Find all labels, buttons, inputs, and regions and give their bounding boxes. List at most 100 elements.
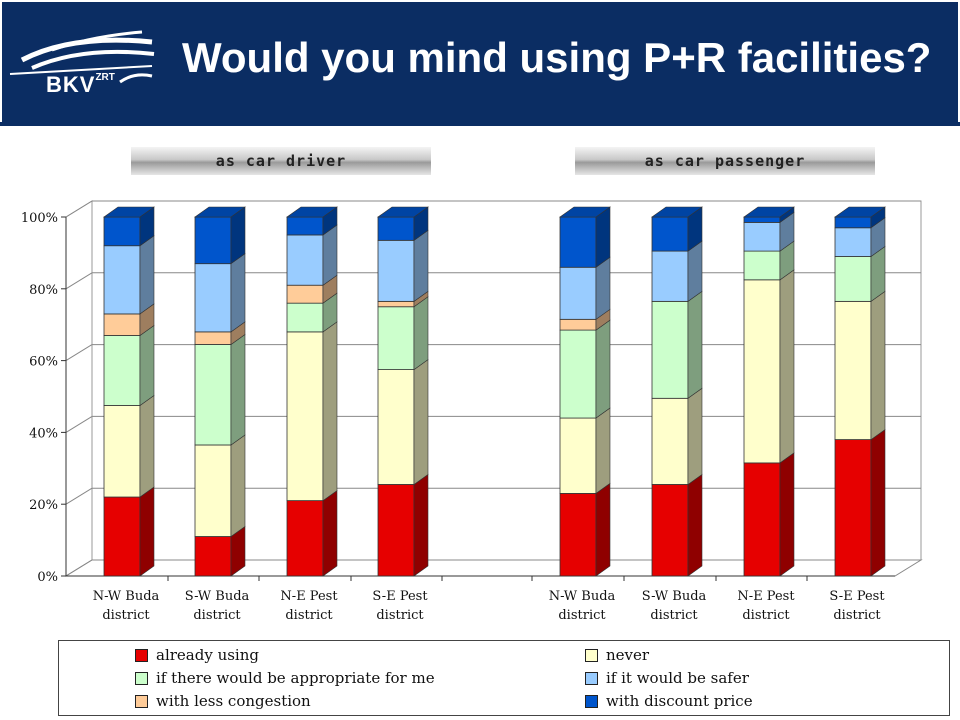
bar-side-never [779, 269, 795, 464]
bar-segment-with-discount-price [559, 216, 597, 268]
x-tick-label: S-E Pest [372, 589, 428, 604]
legend-item: if there would be appropriate for me [135, 669, 435, 687]
bar-segment-with-less-congestion [559, 318, 597, 331]
header: BKVZRT Would you mind using P+R faciliti… [0, 0, 960, 126]
bar-side-if-there-would-be-appropriate-for-me [687, 290, 703, 399]
legend-swatch [585, 694, 598, 708]
bar-side-if-it-would-be-safer [139, 235, 155, 315]
x-tick-label: S-W Buda [642, 589, 707, 604]
bkv-logo-icon [9, 30, 155, 84]
bar-side-never [595, 407, 611, 495]
chart-labels: N-W Buda district S-W Buda district N-E Pest… [93, 589, 886, 623]
bar-segment-if-there-would-be-appropriate-for-me [743, 250, 781, 281]
legend-item: already using [135, 646, 259, 664]
bar-side-if-it-would-be-safer [322, 224, 338, 286]
bar-segment-with-discount-price [103, 216, 141, 247]
x-tick-label: S-E Pest [829, 589, 885, 604]
title-band [164, 2, 958, 122]
y-tick-label: 60% [29, 355, 58, 370]
legend-item: with less congestion [135, 692, 311, 710]
bar-side-never [687, 387, 703, 486]
bar-side-already-using [413, 473, 429, 577]
bar-top-with-discount-price [834, 206, 886, 218]
bar-segment-already-using [286, 500, 324, 577]
group-label-passenger: as car passenger [575, 147, 875, 175]
legend-label: if it would be safer [606, 669, 749, 687]
bar-side-already-using [322, 490, 338, 577]
bar-side-if-it-would-be-safer [413, 229, 429, 302]
bar-side-if-it-would-be-safer [595, 256, 611, 320]
x-tick-label: district [742, 608, 790, 623]
legend-swatch [135, 671, 148, 685]
bar-segment-if-there-would-be-appropriate-for-me [377, 306, 415, 370]
legend-label: with less congestion [156, 692, 311, 710]
bar-segment-with-less-congestion [103, 313, 141, 336]
bar-segment-never [103, 405, 141, 498]
bar-segment-if-it-would-be-safer [194, 263, 232, 333]
stacked-bar-chart: 0% 20% 40% 60% 80% 100% N-W Buda district S-W B… [21, 200, 923, 623]
bar-segment-with-discount-price [651, 216, 689, 252]
bar-top-with-discount-price [651, 206, 703, 218]
legend-item: never [585, 646, 649, 664]
bar-segment-never [286, 331, 324, 502]
bar-side-if-it-would-be-safer [687, 240, 703, 302]
bar-segment-with-discount-price [743, 216, 781, 223]
bar-segment-with-discount-price [286, 216, 324, 236]
logo-sup: ZRT [95, 72, 115, 83]
legend-label: with discount price [606, 692, 753, 710]
bar-top-with-discount-price [743, 206, 795, 218]
x-tick-label: N-W Buda [93, 589, 160, 604]
bar-side-never [413, 358, 429, 486]
legend-swatch [585, 648, 598, 662]
bar-side-if-there-would-be-appropriate-for-me [595, 319, 611, 419]
x-tick-label: district [285, 608, 333, 623]
bar-top-with-discount-price [377, 206, 429, 218]
bar-segment-already-using [651, 484, 689, 577]
x-tick-label: N-E Pest [280, 589, 338, 604]
gridline-diag [65, 415, 93, 433]
bar-segment-if-it-would-be-safer [103, 245, 141, 315]
bar-segment-if-it-would-be-safer [559, 266, 597, 320]
group-label-driver: as car driver [131, 147, 431, 175]
y-tick-label: 40% [29, 426, 58, 441]
x-tick-label: district [558, 608, 606, 623]
x-tick-label: district [102, 608, 150, 623]
legend-swatch [135, 694, 148, 708]
bar-side-already-using [595, 482, 611, 577]
x-tick-label: district [650, 608, 698, 623]
bar-segment-if-it-would-be-safer [834, 227, 872, 257]
bar-segment-never [194, 444, 232, 537]
bar-side-never [139, 394, 155, 498]
bar-segment-if-there-would-be-appropriate-for-me [834, 256, 872, 302]
bar-side-if-there-would-be-appropriate-for-me [230, 333, 246, 446]
bar-segment-with-less-congestion [286, 284, 324, 304]
bar-segment-never [559, 417, 597, 494]
bar-side-if-it-would-be-safer [230, 253, 246, 333]
gridline-diag [65, 487, 93, 505]
x-tick-label: district [193, 608, 241, 623]
chart-legend: already using never if there would be appr… [58, 640, 950, 716]
bar-segment-if-it-would-be-safer [377, 239, 415, 302]
bar-segment-with-discount-price [377, 216, 415, 241]
bar-top-with-discount-price [194, 206, 246, 218]
legend-item: if it would be safer [585, 669, 749, 687]
bar-top-with-discount-price [103, 206, 155, 218]
legend-label: already using [156, 646, 259, 664]
bar-segment-if-there-would-be-appropriate-for-me [559, 329, 597, 419]
header-rule [0, 122, 960, 126]
gridline-diag [65, 272, 93, 290]
gridline-diag [65, 559, 93, 577]
bar-segment-with-discount-price [194, 216, 232, 265]
y-tick-label: 0% [37, 570, 58, 585]
bar-segment-if-there-would-be-appropriate-for-me [651, 300, 689, 399]
bar-segment-never [834, 300, 872, 440]
gridline-diag [65, 200, 93, 218]
legend-label: if there would be appropriate for me [156, 669, 435, 687]
gridline-diag [65, 344, 93, 362]
bar-side-already-using [870, 428, 886, 577]
bar-segment-if-it-would-be-safer [743, 221, 781, 252]
x-tick-label: N-W Buda [549, 589, 616, 604]
y-tick-label: 100% [21, 211, 58, 226]
x-tick-label: district [376, 608, 424, 623]
bar-side-if-there-would-be-appropriate-for-me [413, 296, 429, 371]
